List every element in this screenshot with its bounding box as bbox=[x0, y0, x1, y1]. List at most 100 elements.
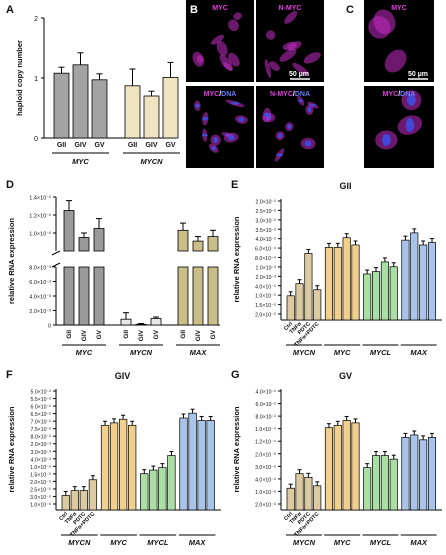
y-tick-label: 6.0×10⁻³ bbox=[29, 280, 51, 286]
bar bbox=[109, 422, 119, 511]
y-tick-label: 8.0×10⁻² bbox=[31, 435, 52, 441]
bar bbox=[61, 495, 70, 511]
bar bbox=[177, 229, 189, 252]
bar bbox=[419, 439, 428, 511]
bar bbox=[286, 487, 295, 511]
bar bbox=[351, 422, 360, 511]
x-tick-label: Ctrl bbox=[58, 511, 69, 522]
group-label: MYC bbox=[110, 538, 127, 547]
panel-microscopy: MYC N-MYC MYC/DNA N-MYC/DNA MYC MYC/DNA B C 50 µ… bbox=[186, 0, 446, 172]
y-tick-label: 3.0×10⁻² bbox=[256, 218, 277, 224]
micro-channel-label: N-MYC bbox=[279, 5, 302, 12]
panel-letter: E bbox=[231, 179, 238, 191]
nucleus-stain bbox=[211, 146, 217, 151]
bar bbox=[167, 455, 176, 511]
x-tick-label: Ctrl bbox=[283, 321, 294, 332]
bar bbox=[295, 473, 304, 511]
cell-stain bbox=[292, 62, 309, 76]
bar bbox=[313, 289, 322, 321]
bar bbox=[324, 427, 333, 511]
micro-label-part: / bbox=[219, 91, 221, 98]
y-tick-label: 2.0×10⁻² bbox=[256, 200, 277, 206]
bar-lower bbox=[93, 266, 105, 326]
bar bbox=[128, 424, 137, 511]
bar bbox=[140, 473, 149, 511]
bar bbox=[427, 242, 437, 321]
x-tick-label: GV bbox=[96, 329, 103, 339]
nucleus-stain bbox=[276, 153, 283, 157]
bar bbox=[88, 479, 98, 511]
y-tick-label: 1.5×10⁻⁵ bbox=[30, 472, 51, 478]
y-tick-label: 2.0×10⁻³ bbox=[31, 442, 52, 448]
panel-letter: A bbox=[6, 4, 14, 16]
bar bbox=[333, 424, 342, 511]
y-axis-title: relative RNA expression bbox=[7, 218, 16, 304]
nucleus-stain bbox=[405, 118, 415, 133]
bar-lower bbox=[177, 266, 189, 326]
chart-f: F GIV 5.0×10⁻²5.5×10⁻² 6.0×10⁻²6.5×10⁻² 7.0×… bbox=[6, 369, 221, 547]
y-tick-label: 1.0×10⁻⁶ bbox=[30, 503, 51, 509]
x-tick-label: GII bbox=[128, 142, 137, 149]
y-axis-title: haploid copy number bbox=[15, 40, 24, 116]
bar bbox=[207, 236, 219, 252]
bar bbox=[118, 418, 128, 511]
y-tick-label: 3.0×10⁻³ bbox=[31, 450, 52, 456]
y-tick-label: 1.0×10⁻⁵ bbox=[255, 294, 276, 300]
bar bbox=[149, 469, 158, 511]
y-tick-label: 1.0×10⁻⁴ bbox=[255, 427, 276, 433]
nucleus-stain bbox=[298, 99, 304, 103]
panel-e: E GII 2.0×10⁻² 2.5×10⁻² 3.0×10⁻² 3.5×10⁻² 4.0×… bbox=[225, 175, 446, 360]
cell-stain bbox=[264, 59, 272, 78]
bar bbox=[427, 437, 437, 511]
cell-stain bbox=[216, 40, 228, 57]
y-axis-title: relative RNA expression bbox=[7, 406, 16, 492]
y-tick-label: 1.0×10⁻⁶ bbox=[255, 490, 276, 496]
group-label: MYCN bbox=[293, 348, 316, 357]
panel-letter: C bbox=[346, 4, 354, 16]
bar bbox=[192, 240, 204, 252]
micro-image bbox=[186, 86, 254, 168]
y-tick-label: 0 bbox=[48, 324, 51, 330]
bar bbox=[372, 271, 381, 321]
y-tick-label: 8.0×10⁻⁴ bbox=[255, 256, 276, 262]
nucleus-stain bbox=[213, 136, 218, 143]
cell-stain bbox=[282, 42, 297, 51]
y-tick-label: 8.0×10⁻² bbox=[256, 415, 277, 421]
panel-letter: F bbox=[6, 369, 13, 381]
bar bbox=[93, 228, 105, 252]
x-tick-label: Ctrl bbox=[283, 511, 294, 522]
panel-letter: B bbox=[190, 4, 198, 16]
group-label: MYC bbox=[334, 348, 351, 357]
x-tick-label: GV bbox=[210, 329, 217, 339]
x-tick-label: GV bbox=[165, 142, 175, 149]
y-tick-label: 1.2×10⁻⁴ bbox=[255, 440, 276, 446]
y-tick-label: 1.5×10⁻⁵ bbox=[255, 303, 276, 309]
axis-break-gap bbox=[50, 253, 222, 265]
cell-stain bbox=[192, 51, 205, 67]
y-tick-label: 6.5×10⁻² bbox=[31, 412, 52, 418]
y-tick-label: 1.2×10⁻² bbox=[29, 214, 51, 220]
micro-channel-label: MYC/DNA bbox=[204, 91, 237, 98]
bar bbox=[120, 318, 132, 326]
y-tick-label: 4.0×10⁻⁶ bbox=[255, 477, 276, 483]
cell-stain bbox=[303, 52, 321, 64]
cell-stain bbox=[266, 30, 276, 40]
cell-stain bbox=[384, 49, 407, 73]
bar bbox=[419, 244, 428, 321]
y-tick-label: 8.0×10⁻³ bbox=[29, 266, 51, 272]
nucleus-stain bbox=[202, 116, 209, 121]
bar bbox=[380, 261, 389, 321]
bar bbox=[158, 467, 167, 511]
cell-stain bbox=[269, 61, 280, 71]
y-tick-label: 2 bbox=[34, 16, 38, 23]
y-tick-label: 2.5×10⁻² bbox=[256, 209, 277, 215]
x-tick-label: GII bbox=[57, 142, 66, 149]
bar bbox=[380, 455, 389, 511]
bar bbox=[342, 237, 351, 321]
chart-g: G GV 4.0×10⁻² 6.0×10⁻² 8.0×10⁻² 1.0×10⁻⁴ 1.2×1… bbox=[231, 369, 442, 547]
bar bbox=[135, 323, 147, 326]
bar bbox=[410, 434, 419, 511]
bar bbox=[72, 64, 89, 139]
nucleus-stain bbox=[406, 94, 416, 106]
chart-a: A 0 1 2 haploid copy number GII GIV GV MYC GII GIV… bbox=[6, 4, 180, 166]
